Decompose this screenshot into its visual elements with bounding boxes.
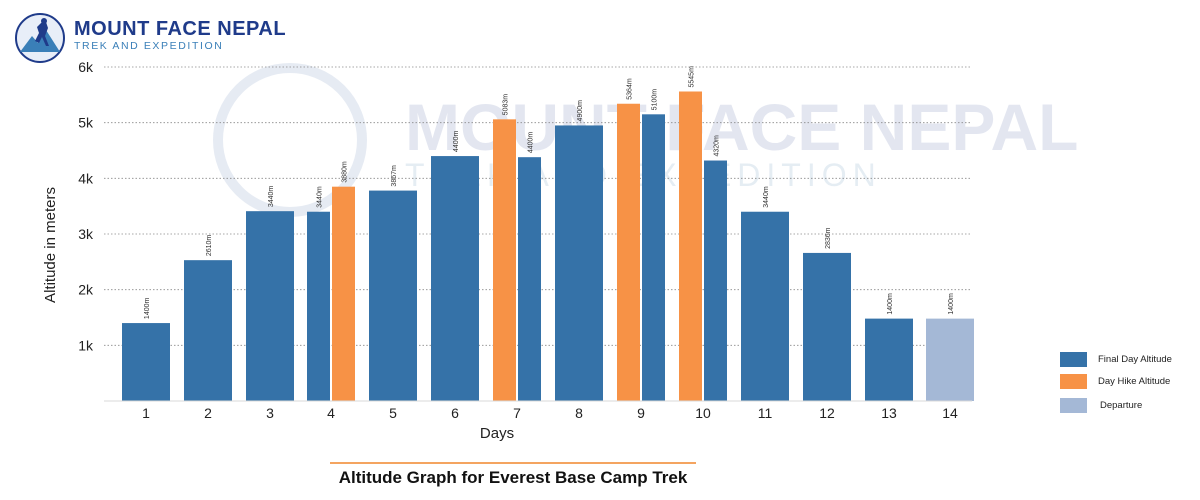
x-tick-label: 3 (266, 405, 274, 421)
bar-value-label: 1400m (144, 297, 151, 319)
legend-swatch (1060, 352, 1087, 367)
mountain-climber-icon (15, 13, 65, 63)
bar-final (307, 211, 330, 401)
x-tick-label: 14 (942, 405, 958, 421)
y-tick-label: 4k (78, 170, 94, 186)
y-tick-label: 5k (78, 115, 94, 131)
x-axis-label: Days (480, 425, 514, 442)
bar-final (431, 156, 479, 401)
x-tick-label: 11 (758, 405, 773, 421)
brand-name: MOUNT FACE NEPAL (74, 18, 287, 40)
x-axis-ticks: 1 2 3 4 5 6 7 8 9 10 11 12 13 14 (142, 405, 958, 421)
legend-label: Departure (1100, 400, 1143, 411)
x-tick-label: 6 (451, 405, 459, 421)
footer-title: Altitude Graph for Everest Base Camp Tre… (338, 468, 688, 487)
bar-value-label: 5545m (689, 66, 696, 88)
watermark: MOUNT FACE NEPAL TREK AND EXPEDITION (213, 63, 1078, 217)
bar-value-label: 5100m (652, 89, 659, 111)
bar-value-label: 3440m (268, 186, 275, 208)
brand-tagline: TREK AND EXPEDITION (74, 40, 224, 52)
bar-final (518, 157, 541, 401)
footer-divider (330, 462, 696, 464)
bar-hike (679, 91, 702, 401)
x-tick-label: 5 (389, 405, 397, 421)
bar-final (741, 211, 789, 401)
bar-final (369, 190, 417, 401)
bar-value-label: 3867m (391, 165, 398, 187)
bar-final (865, 318, 913, 401)
bar-value-label: 1400m (948, 293, 955, 315)
legend-label: Final Day Altitude (1098, 354, 1172, 365)
y-tick-label: 2k (78, 282, 94, 298)
bar-final (642, 114, 665, 402)
bar-value-label: 3440m (317, 186, 324, 208)
bar-value-label: 4400m (453, 130, 460, 152)
y-axis-label: Altitude in meters (42, 187, 59, 303)
bar-value-label: 3440m (763, 186, 770, 208)
y-axis-ticks: 1k 2k 3k 4k 5k 6k (78, 59, 94, 353)
bar-value-label: 1400m (887, 293, 894, 315)
x-tick-label: 2 (204, 405, 212, 421)
bar-final (122, 323, 170, 401)
y-tick-label: 1k (78, 337, 94, 353)
bar-final (803, 252, 851, 401)
bar-hike (493, 119, 516, 402)
x-tick-label: 9 (637, 405, 645, 421)
bar-hike (332, 186, 355, 401)
y-tick-label: 3k (78, 226, 94, 242)
bar-final (555, 125, 603, 401)
watermark-name: MOUNT FACE NEPAL (405, 90, 1078, 164)
bar-value-label: 2836m (825, 227, 832, 249)
x-tick-label: 1 (142, 405, 150, 421)
bar-final (246, 211, 294, 401)
x-tick-label: 13 (881, 405, 897, 421)
x-tick-label: 10 (695, 405, 711, 421)
bars (122, 91, 974, 402)
bar-value-label: 4400m (528, 132, 535, 154)
bar-value-label: 4320m (714, 135, 721, 157)
legend-label: Day Hike Altitude (1098, 376, 1171, 387)
watermark-tagline: TREK AND EXPEDITION (405, 157, 882, 193)
bar-hike (617, 103, 640, 402)
legend-swatch (1060, 374, 1087, 389)
bar-final (184, 260, 232, 401)
bar-final (704, 160, 727, 401)
x-tick-label: 8 (575, 405, 583, 421)
bar-value-label: 3880m (342, 161, 349, 183)
bar-value-label: 2610m (206, 235, 213, 257)
y-tick-label: 6k (78, 59, 94, 75)
x-tick-label: 7 (513, 405, 521, 421)
x-tick-label: 4 (327, 405, 335, 421)
brand-logo (12, 10, 272, 66)
bar-value-label: 4900m (577, 100, 584, 122)
x-tick-label: 12 (819, 405, 835, 421)
bar-labels: 1400m 2610m 3440m 3440m 3880m 3867m 4400m 5083m… (144, 66, 955, 319)
bar-value-label: 5083m (503, 94, 510, 116)
bar-departure (926, 318, 974, 401)
bar-value-label: 5364m (627, 78, 634, 100)
legend-swatch (1060, 398, 1087, 413)
